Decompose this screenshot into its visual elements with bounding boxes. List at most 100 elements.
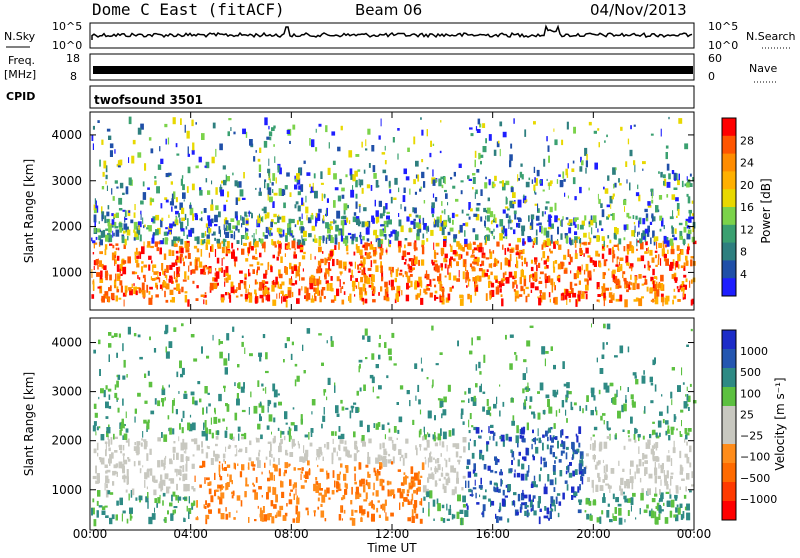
heatmap-cell [241,500,243,506]
heatmap-cell [624,237,626,240]
heatmap-cell [381,240,384,244]
heatmap-cell [649,250,652,256]
heatmap-cell [553,298,555,304]
heatmap-cell [554,139,557,145]
heatmap-cell [344,510,346,514]
heatmap-cell [469,430,471,433]
heatmap-cell [397,300,399,302]
heatmap-cell [536,237,538,245]
heatmap-cell [240,215,241,220]
heatmap-cell [399,273,403,276]
heatmap-cell [375,200,376,207]
heatmap-cell [159,277,160,282]
heatmap-cell [129,117,132,125]
heatmap-cell [160,475,162,481]
heatmap-cell [450,177,452,179]
heatmap-cell [262,298,264,302]
heatmap-cell [658,284,662,288]
heatmap-cell [339,514,341,520]
heatmap-cell [675,507,678,512]
heatmap-cell [199,485,201,488]
heatmap-cell [182,175,183,179]
heatmap-cell [283,203,286,209]
heatmap-cell [338,230,341,235]
heatmap-cell [187,131,190,139]
heatmap-cell [375,235,378,239]
heatmap-cell [252,235,253,237]
heatmap-cell [419,220,420,222]
heatmap-cell [449,273,452,281]
heatmap-cell [199,399,201,403]
heatmap-cell [373,505,375,510]
heatmap-cell [174,506,178,508]
heatmap-cell [511,460,513,465]
heatmap-cell [172,263,176,268]
heatmap-cell [292,439,295,447]
heatmap-cell [225,461,226,464]
colorbar-swatch [722,278,736,296]
heatmap-cell [649,434,651,438]
heatmap-cell [225,431,228,438]
heatmap-cell [641,296,644,298]
freq-tick-bottom: 8 [70,70,77,83]
heatmap-cell [284,436,286,440]
heatmap-cell [269,131,272,136]
heatmap-cell [553,261,555,268]
heatmap-cell [688,244,690,247]
heatmap-cell [493,184,496,187]
heatmap-cell [636,192,639,196]
heatmap-cell [336,259,338,265]
heatmap-cell [384,226,386,234]
heatmap-cell [523,373,526,380]
heatmap-cell [94,449,97,454]
heatmap-cell [227,474,228,477]
heatmap-cell [666,146,669,149]
heatmap-cell [225,483,226,490]
heatmap-cell [258,506,259,509]
heatmap-cell [159,272,161,276]
heatmap-cell [367,129,370,135]
heatmap-cell [289,219,292,224]
heatmap-cell [425,457,426,459]
heatmap-cell [249,353,253,356]
heatmap-cell [393,198,396,201]
heatmap-cell [606,135,608,138]
heatmap-cell [162,387,164,389]
nave-label: Nave [749,62,777,75]
heatmap-cell [574,231,577,235]
heatmap-cell [579,281,581,285]
heatmap-cell [464,239,468,244]
heatmap-cell [363,245,365,248]
heatmap-cell [473,228,476,232]
heatmap-cell [548,214,551,219]
heatmap-cell [196,500,198,507]
heatmap-cell [549,182,550,190]
heatmap-cell [678,264,680,269]
heatmap-cell [688,230,692,235]
heatmap-cell [402,502,404,507]
heatmap-cell [602,497,606,503]
heatmap-cell [612,270,616,274]
heatmap-cell [135,497,137,500]
heatmap-cell [433,243,434,250]
heatmap-cell [622,271,625,274]
heatmap-cell [194,246,197,249]
heatmap-cell [115,437,118,439]
heatmap-cell [670,239,674,246]
heatmap-cell [264,141,267,148]
heatmap-cell [116,248,118,250]
heatmap-cell [554,460,556,464]
heatmap-cell [124,218,127,220]
heatmap-cell [477,257,480,262]
heatmap-cell [308,432,309,440]
heatmap-cell [503,273,505,279]
heatmap-cell [205,428,208,434]
heatmap-cell [194,237,197,241]
heatmap-cell [388,459,392,463]
heatmap-cell [218,268,221,272]
heatmap-cell [499,233,503,241]
heatmap-cell [672,170,674,174]
heatmap-cell [308,233,312,237]
heatmap-cell [501,294,503,297]
heatmap-cell [285,343,287,348]
